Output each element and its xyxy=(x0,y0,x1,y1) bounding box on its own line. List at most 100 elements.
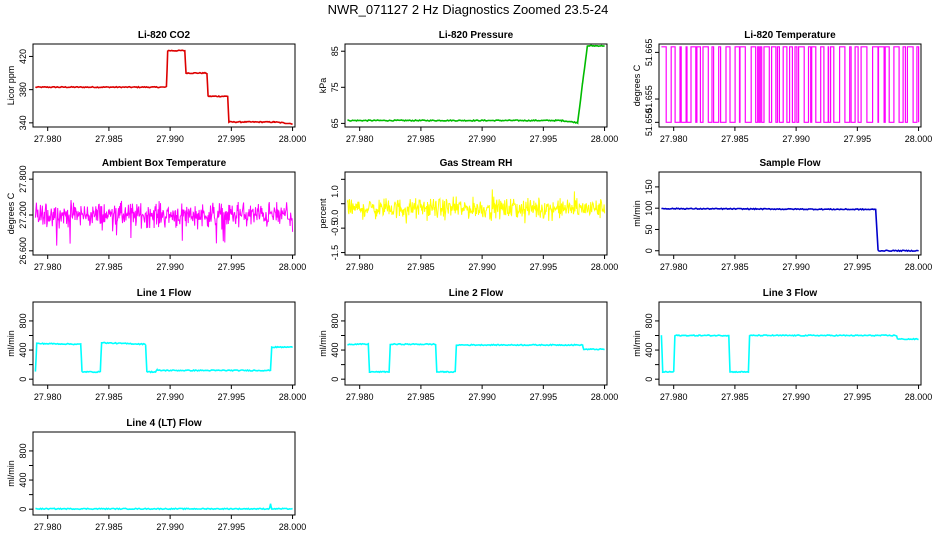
x-tick-label: 27.995 xyxy=(844,392,872,402)
y-tick-label: 0 xyxy=(644,377,654,382)
panel-line1: Line 1 Flow 27.980 27.985 27.990 27.995 28.00… xyxy=(6,288,306,402)
y-tick-label: 51.655 xyxy=(644,85,654,113)
x-tick-label: 28.000 xyxy=(591,392,619,402)
plot-frame-li820temp xyxy=(658,43,922,128)
panel-title-sampleflow: Sample Flow xyxy=(759,158,820,169)
y-axis-title-pressure: kPa xyxy=(318,78,328,94)
y-tick-label: 0 xyxy=(18,507,28,512)
series-line-ambtemp xyxy=(34,200,294,246)
panel-ambtemp: Ambient Box Temperature 27.980 27.985 27.99… xyxy=(6,158,306,272)
x-tick-label: 27.990 xyxy=(156,392,184,402)
x-tick-label: 27.990 xyxy=(468,392,496,402)
y-axis-title-line1: ml/min xyxy=(6,330,16,357)
series-line-co2 xyxy=(35,49,293,125)
x-tick-label: 27.980 xyxy=(346,392,374,402)
x-tick-label: 27.985 xyxy=(407,392,435,402)
y-tick-label: 0.0 xyxy=(330,210,340,223)
x-tick-label: 27.985 xyxy=(95,134,123,144)
y-axis-title-ambtemp: degrees C xyxy=(6,192,16,234)
x-tick-label: 27.995 xyxy=(530,134,558,144)
x-tick-label: 27.995 xyxy=(530,262,558,272)
series-line-sampleflow xyxy=(661,207,919,253)
series-line-line3 xyxy=(660,334,919,374)
x-tick-label: 28.000 xyxy=(279,522,307,532)
x-tick-label: 27.995 xyxy=(844,262,872,272)
panel-title-line4: Line 4 (LT) Flow xyxy=(126,418,202,429)
y-tick-label: 800 xyxy=(18,313,28,328)
y-tick-label: 0 xyxy=(644,248,654,253)
y-tick-label: 380 xyxy=(18,82,28,97)
y-tick-label: 150 xyxy=(644,179,654,194)
plot-frame-line1 xyxy=(32,301,296,386)
y-tick-label: -1.5 xyxy=(330,245,340,261)
x-tick-label: 28.000 xyxy=(279,134,307,144)
x-tick-label: 28.000 xyxy=(279,392,307,402)
panel-rh: Gas Stream RH 27.980 27.985 27.990 27.995 28.… xyxy=(318,158,618,272)
x-tick-label: 27.985 xyxy=(95,262,123,272)
x-tick-label: 27.995 xyxy=(218,262,246,272)
y-tick-label: 400 xyxy=(330,343,340,358)
y-tick-label: 1.0 xyxy=(330,185,340,198)
panel-title-pressure: Li-820 Pressure xyxy=(439,30,514,41)
x-tick-label: 27.995 xyxy=(218,134,246,144)
panel-title-ambtemp: Ambient Box Temperature xyxy=(102,158,227,169)
y-axis-title-line3: ml/min xyxy=(632,330,642,357)
y-tick-label: 85 xyxy=(330,46,340,56)
panel-line4: Line 4 (LT) Flow 27.980 27.985 27.990 27.995… xyxy=(6,418,306,532)
y-axis-title-sampleflow: ml/min xyxy=(632,200,642,227)
x-tick-label: 27.985 xyxy=(95,392,123,402)
y-tick-label: 27.800 xyxy=(18,165,28,193)
panel-title-line3: Line 3 Flow xyxy=(763,288,818,299)
y-tick-label: 27.200 xyxy=(18,201,28,229)
panel-title-line2: Line 2 Flow xyxy=(449,288,504,299)
x-tick-label: 27.980 xyxy=(660,392,688,402)
y-axis-title-line4: ml/min xyxy=(6,460,16,487)
plot-frame-line3 xyxy=(658,301,922,386)
series-line-line1 xyxy=(34,341,294,374)
plot-frame-ambtemp xyxy=(32,171,296,256)
x-tick-label: 27.980 xyxy=(346,262,374,272)
x-tick-label: 27.985 xyxy=(721,262,749,272)
x-tick-label: 27.990 xyxy=(782,262,810,272)
series-line-line4 xyxy=(35,503,293,511)
y-tick-label: 800 xyxy=(18,443,28,458)
x-tick-label: 27.980 xyxy=(34,262,62,272)
y-tick-label: 51.650 xyxy=(644,109,654,137)
x-tick-label: 27.995 xyxy=(218,522,246,532)
x-tick-label: 27.995 xyxy=(530,392,558,402)
y-tick-label: 800 xyxy=(644,313,654,328)
x-tick-label: 27.990 xyxy=(468,134,496,144)
x-tick-label: 27.990 xyxy=(782,392,810,402)
panel-sampleflow: Sample Flow 27.980 27.985 27.990 27.995 28.00… xyxy=(632,158,932,272)
y-tick-label: 50 xyxy=(644,224,654,234)
x-tick-label: 27.990 xyxy=(156,134,184,144)
x-tick-label: 27.995 xyxy=(218,392,246,402)
plot-frame-sampleflow xyxy=(658,171,922,256)
x-tick-label: 27.980 xyxy=(34,134,62,144)
x-tick-label: 27.980 xyxy=(34,392,62,402)
y-tick-label: 340 xyxy=(18,115,28,130)
x-tick-label: 27.985 xyxy=(721,392,749,402)
x-tick-label: 27.980 xyxy=(660,262,688,272)
x-tick-label: 27.985 xyxy=(407,262,435,272)
x-tick-label: 27.985 xyxy=(407,134,435,144)
y-tick-label: -0.5 xyxy=(330,220,340,236)
panel-title-co2: Li-820 CO2 xyxy=(138,30,191,41)
plot-frame-co2 xyxy=(32,43,296,128)
panel-title-line1: Line 1 Flow xyxy=(137,288,192,299)
x-tick-label: 27.995 xyxy=(844,134,872,144)
x-tick-label: 28.000 xyxy=(591,134,619,144)
plot-frame-line4 xyxy=(32,431,296,516)
y-tick-label: 400 xyxy=(18,473,28,488)
series-line-pressure xyxy=(347,44,605,125)
panel-title-li820temp: Li-820 Temperature xyxy=(744,30,836,41)
y-axis-title-co2: Licor ppm xyxy=(6,66,16,106)
y-tick-label: 0 xyxy=(18,377,28,382)
x-tick-label: 28.000 xyxy=(279,262,307,272)
y-axis-title-line2: ml/min xyxy=(318,330,328,357)
series-line-line2 xyxy=(347,342,605,374)
y-tick-label: 400 xyxy=(18,343,28,358)
plot-frame-line2 xyxy=(344,301,608,386)
x-tick-label: 27.990 xyxy=(156,262,184,272)
